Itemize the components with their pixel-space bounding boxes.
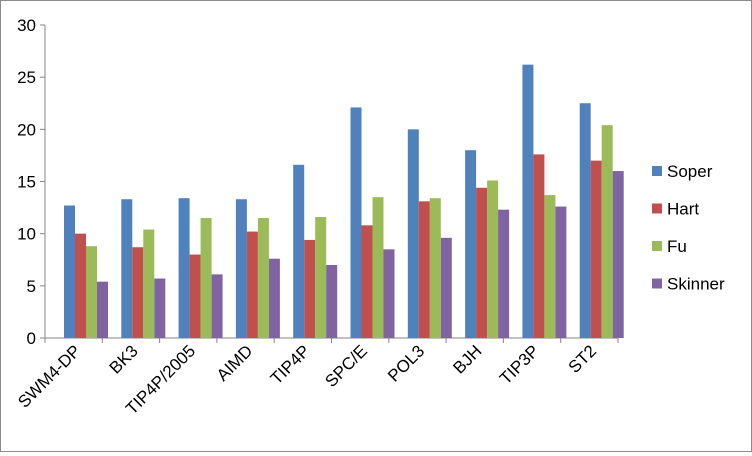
bar-soper-8 [522,64,534,338]
bar-hart-2 [189,254,201,338]
bar-skinner-5 [383,249,395,338]
bar-soper-5 [350,107,362,338]
bar-skinner-7 [498,209,510,338]
legend-label-hart: Hart [667,200,699,219]
bar-hart-3 [246,231,258,338]
x-tick-label: ST2 [565,341,600,376]
bar-skinner-8 [555,206,567,338]
bar-soper-2 [178,198,190,338]
bar-skinner-4 [326,264,338,338]
y-tick-labels: 0 5 10 15 20 25 30 [17,16,36,348]
bar-soper-7 [465,150,477,338]
bar-fu-7 [487,180,499,338]
bar-hart-6 [418,201,430,338]
x-tick-label: SWM4-DP [14,341,84,411]
bar-fu-6 [429,198,441,338]
x-tick-label: TIP3P [496,341,543,388]
bar-hart-7 [476,187,488,338]
x-tick-label: BJH [449,341,485,377]
bars [64,64,624,338]
x-tick-label: AIMD [213,341,256,384]
legend: Soper Hart Fu Skinner [652,162,725,294]
x-tick-label: TIP4P [267,341,314,388]
bar-fu-5 [372,197,384,338]
bar-soper-6 [407,129,419,338]
legend-swatch-fu [652,241,662,251]
legend-label-fu: Fu [667,237,687,256]
bar-soper-3 [235,199,247,338]
bar-fu-2 [200,218,212,338]
bar-skinner-6 [440,237,452,338]
bar-hart-5 [361,225,373,338]
bar-skinner-1 [154,278,166,338]
y-tick-label: 5 [27,277,36,296]
legend-label-soper: Soper [667,162,713,181]
x-tick-label: BK3 [106,341,142,377]
bar-fu-8 [544,195,556,338]
legend-swatch-skinner [652,278,662,289]
bar-hart-1 [132,247,144,338]
y-tick-label: 25 [17,68,36,87]
bar-fu-3 [257,218,269,338]
bar-fu-9 [601,125,613,338]
bar-hart-9 [590,160,602,338]
x-tick-label: SPC/E [321,341,371,391]
legend-label-skinner: Skinner [667,275,725,294]
y-tick-label: 10 [17,225,36,244]
bar-fu-4 [315,216,327,338]
x-tick-label: POL3 [384,341,428,385]
bar-skinner-2 [211,274,223,338]
bar-soper-9 [579,103,591,338]
y-tick-label: 0 [27,329,36,348]
bar-fu-0 [86,246,97,338]
bar-fu-1 [143,229,155,338]
bar-soper-0 [64,205,75,338]
bar-skinner-9 [612,171,624,338]
bar-hart-4 [304,239,316,338]
legend-swatch-hart [652,203,662,214]
legend-swatch-soper [652,166,662,176]
bar-hart-8 [533,154,545,338]
bar-soper-1 [121,199,133,338]
bar-soper-4 [293,164,305,338]
bar-skinner-0 [97,281,108,338]
y-tick-label: 15 [17,173,36,192]
bar-hart-0 [75,233,86,338]
y-tick-label: 30 [17,16,36,35]
bar-skinner-3 [268,258,280,338]
y-tick-label: 20 [17,120,36,139]
